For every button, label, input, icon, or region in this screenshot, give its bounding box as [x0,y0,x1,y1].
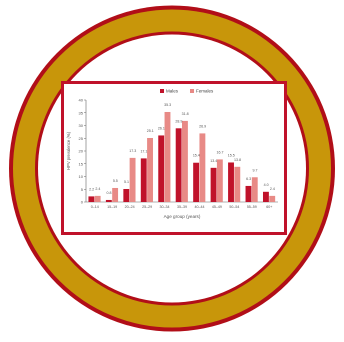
bar-females [129,157,136,202]
data-label: 2.2 [89,187,94,191]
bar-males [123,188,130,202]
data-label: 13.4 [210,159,217,163]
data-label: 31.8 [182,112,189,116]
legend-label-females: Females [196,89,214,94]
y-tick-label: 5 [81,187,84,192]
legend-swatch-females [190,89,194,93]
data-label: 26.1 [158,126,165,130]
y-tick-label: 35 [79,110,84,115]
data-label: 15.4 [193,154,200,158]
x-tick-label: 15–19 [107,205,117,209]
x-tick-label: 0–14 [91,205,99,209]
bar-females [251,177,258,202]
x-tick-label: 45–49 [212,205,222,209]
data-label: 0.8 [107,191,112,195]
bar-females [182,120,188,202]
bar-males [105,199,112,202]
bar-males [175,128,182,202]
data-label: 26.9 [199,124,206,128]
bar-females [234,166,241,202]
bar-males [88,196,95,202]
bar-females [269,195,276,202]
chart-frame: Males Females 0 5 10 15 20 25 30 35 40 0–14 15–19 20… [61,81,287,235]
y-tick-label: 40 [79,98,84,103]
y-axis-label: HPV prevalence (%) [66,131,71,170]
y-tick-label: 30 [79,123,84,128]
x-tick-label: 25–29 [142,205,152,209]
bar-males [140,158,147,202]
x-tick-label: 55–59 [247,205,257,209]
data-label: 2.4 [270,187,275,191]
y-tick-label: 10 [79,174,84,179]
legend-swatch-males [160,89,164,93]
bar-males [228,162,234,202]
legend-label-males: Males [166,89,179,94]
legend: Males Females [160,89,214,94]
data-label: 16.7 [217,150,224,154]
x-tick-label: 35–39 [177,205,187,209]
bar-females [147,137,153,202]
data-label: 17.1 [140,149,147,153]
data-label: 15.5 [228,153,235,157]
data-label: 6.3 [246,177,251,181]
x-tick-label: 60+ [266,205,272,209]
bar-males [262,191,269,202]
bar-females [112,187,119,202]
bar-males [210,167,217,202]
data-label: 5.5 [113,179,118,183]
y-tick-label: 20 [79,149,84,154]
data-labels: 2.2 2.40.85.5 5.117.3 17.125.126.135.328.93… [89,103,275,195]
bar-males [245,185,252,202]
bar-females [199,133,206,202]
data-label: 2.4 [95,187,100,191]
y-tick-label: 0 [81,200,84,205]
x-tick-label: 50–54 [229,205,239,209]
y-tick-label: 25 [79,136,84,141]
x-tick-label: 20–24 [125,205,135,209]
data-label: 4.0 [264,183,269,187]
bars [88,111,276,202]
data-label: 17.3 [129,149,136,153]
x-tick-label: 40–44 [194,205,204,209]
chart: Males Females 0 5 10 15 20 25 30 35 40 0–14 15–19 20… [66,89,278,219]
data-label: 28.9 [175,119,182,123]
bar-males [193,162,200,202]
data-label: 35.3 [164,103,171,107]
data-label: 9.7 [252,168,257,172]
x-axis-label: Age group (years) [164,214,201,219]
bar-females [164,111,171,202]
data-label: 13.8 [234,158,241,162]
y-tick-label: 15 [79,161,84,166]
bar-females [216,159,223,202]
bar-females [94,195,101,202]
data-label: 25.1 [147,129,154,133]
x-tick-label: 30–34 [160,205,170,209]
bar-males [158,135,165,202]
data-label: 5.1 [124,180,129,184]
